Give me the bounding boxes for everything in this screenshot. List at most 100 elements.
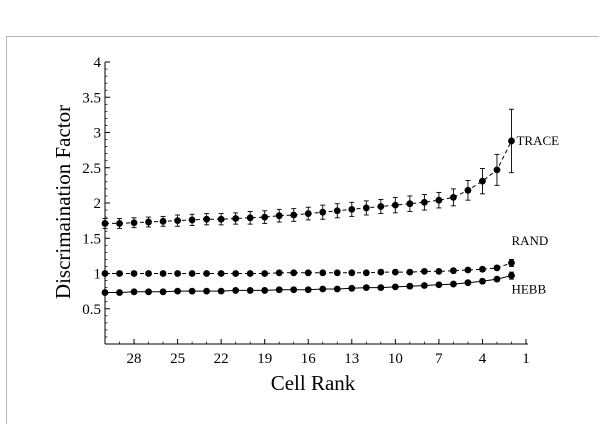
hebb-point [232,287,240,294]
hebb-point [246,287,254,294]
trace-label: TRACE [516,133,559,148]
rand-point [348,269,356,277]
hebb-point [464,279,472,287]
trace-point [275,212,283,220]
rand-point [304,269,312,277]
hebb-point [188,287,196,295]
series-trace: TRACE [101,108,559,229]
hebb-point [145,288,152,296]
rand-point [217,270,225,277]
hebb-point [290,286,298,294]
rand-point [508,259,515,267]
x-tick-label: 13 [344,351,359,367]
trace-point [290,211,298,219]
rand-point [261,270,269,277]
rand-point [319,269,327,277]
x-tick-label: 7 [435,351,443,367]
trace-point [377,203,385,210]
rand-point [130,270,138,277]
rand-point [116,270,123,277]
rand-point [101,270,109,277]
x-tick-label: 16 [301,351,317,367]
rand-point [159,270,167,277]
trace-point [174,217,181,225]
hebb-point [479,277,486,285]
rand-point [275,269,283,277]
y-tick-label: 0.5 [82,302,101,318]
hebb-point [203,287,211,295]
rand-point [464,266,472,274]
x-axis-title: Cell Rank [271,371,356,395]
trace-point [406,200,414,208]
hebb-point [304,286,312,294]
y-tick-label: 2.5 [82,161,101,177]
trace-point [435,196,443,204]
trace-point [508,137,515,145]
rand-point [333,269,341,277]
trace-point [261,213,269,221]
hebb-point [217,287,225,295]
trace-point [101,220,109,227]
rand-point [232,270,240,277]
trace-point [145,218,152,226]
hebb-point [275,286,283,294]
hebb-label: HEBB [511,282,546,297]
rand-point [246,270,254,277]
axes [104,62,528,345]
rand-point [174,270,181,277]
trace-point [203,215,211,223]
trace-point [232,215,240,222]
x-tick-label: 10 [388,351,403,367]
x-tick-label: 19 [257,351,272,367]
rand-point [290,269,298,277]
rand-point [145,270,152,277]
trace-point [304,210,312,217]
trace-point [159,217,167,225]
hebb-point [159,288,167,296]
trace-point [130,219,138,227]
trace-point [333,207,341,215]
hebb-point [333,285,341,293]
rand-point [435,267,443,275]
trace-point [188,216,196,224]
hebb-point [493,275,501,283]
trace-point [217,215,225,223]
y-tick-label: 3.5 [82,90,101,106]
x-ticks: 28 25 22 19 16 13 10 7 4 1 [104,339,530,367]
hebb-point [319,285,327,293]
trace-point [450,193,457,201]
x-tick-label: 22 [214,351,229,367]
rand-label: RAND [511,233,548,248]
y-ticks: 0.5 1 1.5 2 2.5 3 3.5 4 [82,55,110,338]
trace-point [116,220,123,227]
y-tick-label: 3 [94,126,102,142]
rand-point [479,265,486,273]
hebb-point [261,287,269,294]
rand-point [406,268,414,276]
hebb-point [391,283,399,291]
series-hebb: HEBB [101,271,546,297]
x-tick-label: 25 [170,351,185,367]
series-group: TRACE RAND HEBB [101,108,559,297]
trace-point [479,177,486,185]
hebb-point [377,284,385,291]
hebb-point [435,281,443,289]
hebb-point [450,280,457,288]
hebb-point [362,284,370,291]
figure-frame [6,36,599,424]
rand-point [391,268,399,276]
y-tick-label: 2 [94,196,102,212]
series-rand: RAND [101,233,548,277]
rand-point [420,267,428,275]
hebb-point [420,282,428,289]
trace-point [391,201,399,209]
hebb-point [116,289,123,296]
hebb-point [130,288,138,296]
trace-point [420,198,428,206]
x-tick-label: 4 [479,351,487,367]
hebb-point [101,289,109,296]
trace-point [319,208,327,216]
rand-point [377,268,385,276]
trace-point [362,204,370,212]
